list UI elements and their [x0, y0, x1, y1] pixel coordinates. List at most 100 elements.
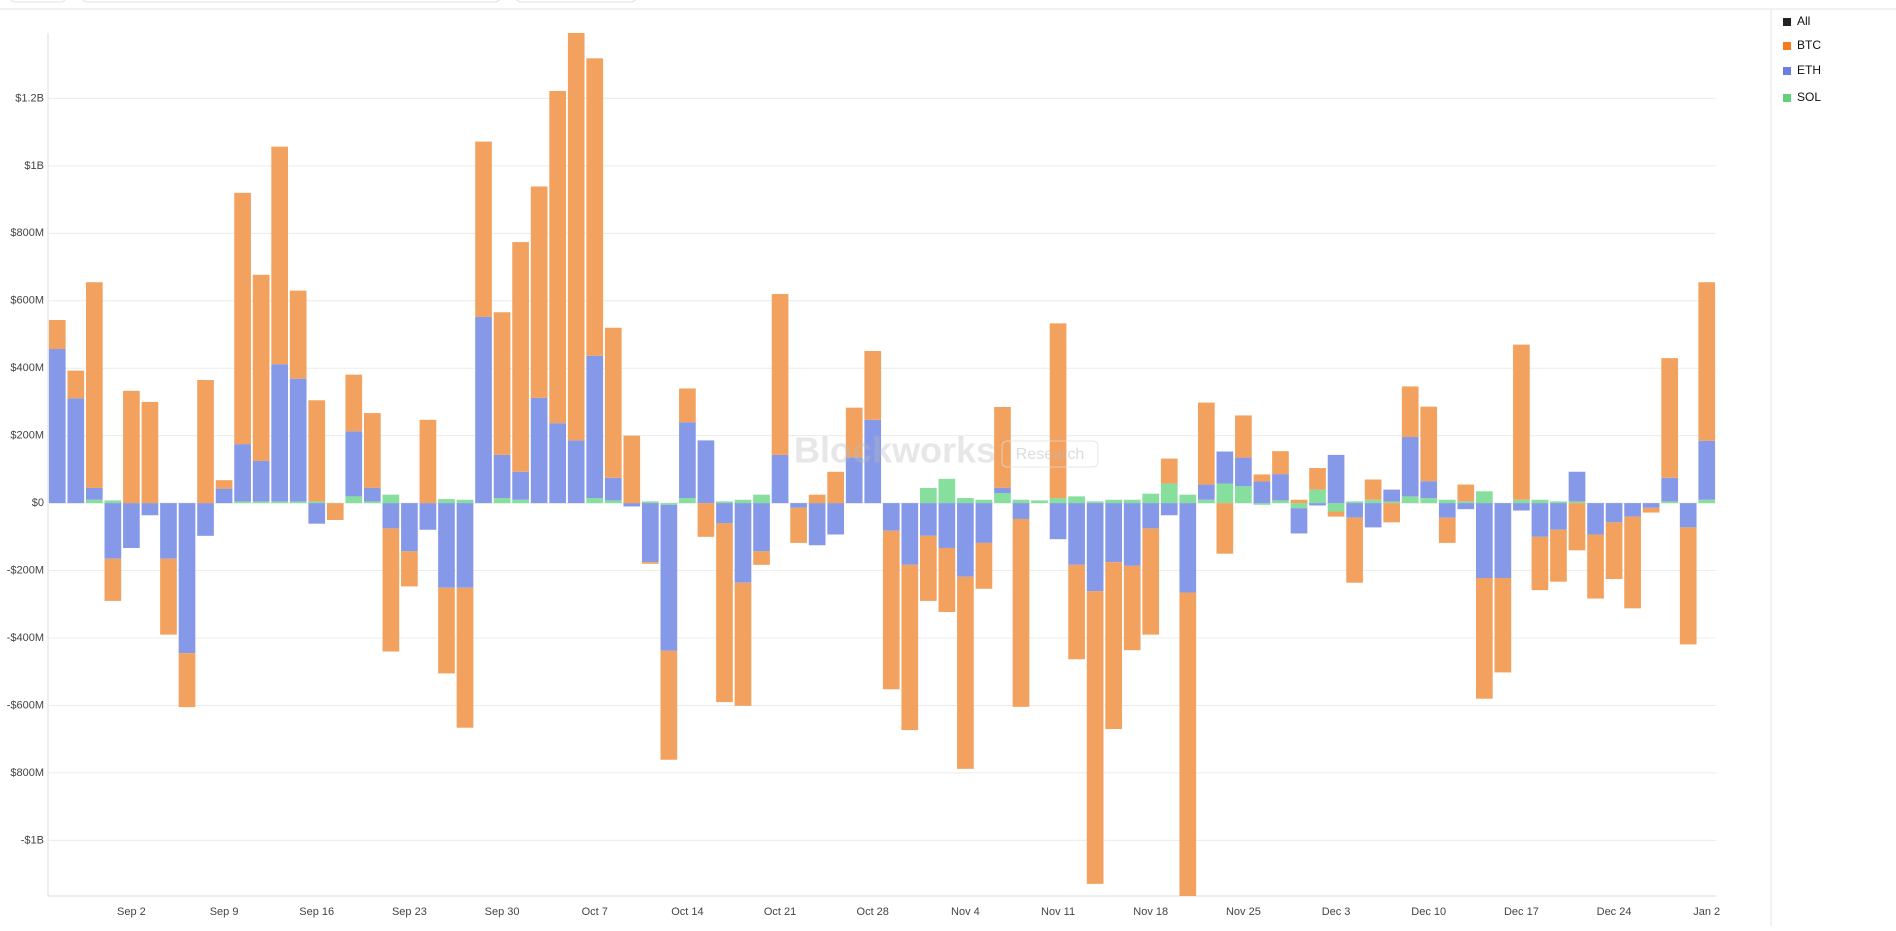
bar-segment[interactable]	[234, 444, 251, 502]
bar-segment[interactable]	[197, 380, 214, 504]
legend-label[interactable]: All	[1797, 14, 1810, 28]
bar-segment[interactable]	[586, 355, 604, 499]
bar-segment[interactable]	[178, 653, 196, 708]
bar-segment[interactable]	[438, 587, 455, 674]
bar-segment[interactable]	[1160, 458, 1178, 484]
bar-segment[interactable]	[252, 274, 270, 461]
bar-segment[interactable]	[660, 504, 678, 651]
bar-segment[interactable]	[567, 440, 585, 504]
bar-segment[interactable]	[845, 457, 863, 504]
bar-segment[interactable]	[1475, 577, 1493, 699]
bar-segment[interactable]	[1531, 536, 1549, 591]
bar-segment[interactable]	[1197, 402, 1215, 485]
bar-segment[interactable]	[604, 327, 622, 478]
bar-segment[interactable]	[1105, 503, 1123, 563]
bar-segment[interactable]	[1698, 440, 1716, 500]
bar-segment[interactable]	[1494, 503, 1512, 578]
legend-label[interactable]: ETH	[1797, 63, 1821, 77]
bar-segment[interactable]	[141, 401, 159, 504]
bar-segment[interactable]	[845, 407, 863, 458]
bar-segment[interactable]	[401, 503, 418, 552]
bar-segment[interactable]	[67, 398, 85, 504]
bar-segment[interactable]	[1457, 484, 1475, 502]
bar-segment[interactable]	[549, 423, 567, 504]
bar-segment[interactable]	[1605, 522, 1623, 579]
bar-segment[interactable]	[48, 348, 66, 504]
bar-segment[interactable]	[1290, 508, 1308, 534]
bar-segment[interactable]	[1364, 479, 1382, 500]
bar-segment[interactable]	[1031, 500, 1048, 504]
bar-segment[interactable]	[1012, 503, 1030, 519]
bar-segment[interactable]	[419, 419, 437, 504]
bar-segment[interactable]	[679, 422, 696, 499]
legend-swatch[interactable]	[1783, 42, 1791, 50]
bar-segment[interactable]	[512, 499, 529, 504]
bar-segment[interactable]	[48, 319, 66, 349]
bar-segment[interactable]	[1216, 451, 1234, 484]
bar-segment[interactable]	[827, 471, 845, 504]
bar-segment[interactable]	[1272, 500, 1289, 504]
bar-segment[interactable]	[938, 478, 956, 504]
bar-segment[interactable]	[919, 535, 937, 601]
bar-segment[interactable]	[1327, 503, 1345, 512]
bar-segment[interactable]	[85, 282, 103, 488]
bar-segment[interactable]	[586, 58, 604, 356]
bar-segment[interactable]	[1438, 503, 1456, 518]
bar-segment[interactable]	[1420, 481, 1438, 499]
bar-segment[interactable]	[1123, 503, 1141, 566]
bar-segment[interactable]	[308, 501, 326, 504]
bar-segment[interactable]	[345, 374, 363, 432]
bar-segment[interactable]	[289, 290, 307, 379]
bar-segment[interactable]	[1661, 501, 1679, 504]
bar-segment[interactable]	[1049, 323, 1067, 499]
bar-segment[interactable]	[790, 503, 807, 508]
bar-segment[interactable]	[363, 413, 381, 488]
bar-segment[interactable]	[252, 460, 270, 502]
bar-segment[interactable]	[363, 501, 381, 504]
bar-segment[interactable]	[215, 480, 233, 489]
bar-segment[interactable]	[919, 487, 937, 504]
bar-segment[interactable]	[957, 576, 974, 769]
bar-segment[interactable]	[1401, 496, 1419, 504]
bar-segment[interactable]	[1679, 527, 1697, 645]
bar-segment[interactable]	[1438, 499, 1456, 504]
bar-segment[interactable]	[1624, 503, 1641, 517]
bar-segment[interactable]	[1420, 406, 1438, 482]
bar-segment[interactable]	[1587, 503, 1604, 535]
bar-segment[interactable]	[753, 503, 770, 552]
bar-segment[interactable]	[1383, 489, 1401, 502]
bar-segment[interactable]	[1179, 503, 1197, 593]
bar-segment[interactable]	[1364, 503, 1382, 528]
bar-segment[interactable]	[141, 503, 159, 516]
legend-swatch[interactable]	[1783, 18, 1791, 26]
bar-segment[interactable]	[1383, 501, 1401, 504]
bar-segment[interactable]	[1179, 494, 1197, 504]
bar-segment[interactable]	[1012, 499, 1030, 504]
bar-segment[interactable]	[1290, 499, 1308, 504]
bar-segment[interactable]	[660, 650, 678, 760]
bar-segment[interactable]	[1068, 496, 1085, 504]
bar-segment[interactable]	[975, 542, 993, 589]
bar-segment[interactable]	[308, 503, 326, 524]
bar-segment[interactable]	[882, 530, 900, 690]
bar-segment[interactable]	[1272, 474, 1289, 501]
bar-segment[interactable]	[512, 471, 529, 500]
bar-segment[interactable]	[271, 501, 289, 504]
bar-segment[interactable]	[308, 400, 326, 502]
bar-segment[interactable]	[1661, 477, 1679, 502]
bar-segment[interactable]	[1272, 451, 1289, 475]
bar-segment[interactable]	[1049, 498, 1067, 504]
bar-segment[interactable]	[1160, 483, 1178, 504]
bar-segment[interactable]	[641, 562, 659, 564]
bar-segment[interactable]	[1698, 499, 1716, 504]
bar-segment[interactable]	[604, 500, 622, 504]
bar-segment[interactable]	[753, 551, 770, 565]
bar-segment[interactable]	[1568, 501, 1586, 504]
bar-segment[interactable]	[1475, 491, 1493, 504]
bar-segment[interactable]	[438, 503, 455, 588]
bar-segment[interactable]	[456, 499, 474, 504]
bar-segment[interactable]	[771, 454, 789, 504]
bar-segment[interactable]	[178, 503, 196, 654]
bar-segment[interactable]	[1235, 457, 1252, 487]
bar-segment[interactable]	[1531, 503, 1549, 537]
